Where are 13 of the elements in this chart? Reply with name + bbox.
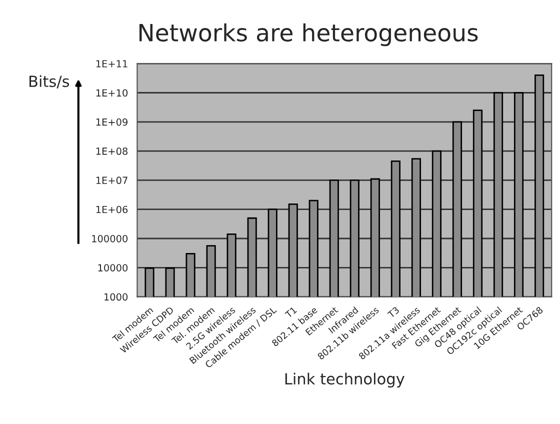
y-tick-label: 100000 (92, 234, 128, 242)
y-tick-label: 1E+08 (96, 148, 128, 155)
y-tick-label: 1E+07 (96, 176, 128, 184)
chart-title: Networks are heterogeneous (139, 23, 478, 46)
x-tick-label: T1 (284, 306, 297, 318)
y-tick-label: 1000 (104, 293, 128, 301)
y-tick-label: 1E+09 (96, 118, 128, 126)
y-axis-title: Bits/s (30, 75, 70, 88)
y-tick-label: 1E+10 (96, 89, 128, 97)
x-axis-title: Link technology (285, 372, 404, 388)
y-tick-label: 10000 (98, 264, 128, 272)
y-tick-label: 1E+06 (96, 206, 128, 214)
y-tick-label: 1E+11 (96, 60, 128, 68)
